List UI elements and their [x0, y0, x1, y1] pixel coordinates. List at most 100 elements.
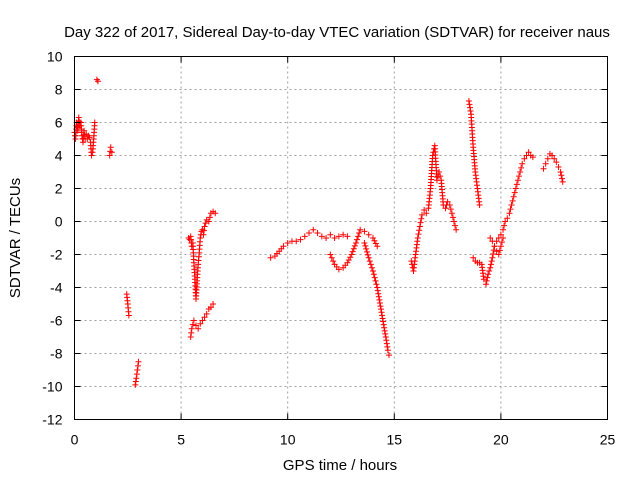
data-point — [476, 202, 483, 208]
data-point — [542, 160, 549, 167]
data-point — [371, 237, 378, 244]
data-point — [558, 172, 565, 179]
x-axis-label: GPS time / hours — [283, 457, 397, 474]
y-tick-label: -6 — [50, 313, 63, 329]
data-point — [417, 219, 424, 226]
data-point — [357, 226, 364, 233]
data-point — [466, 104, 473, 111]
data-point — [501, 222, 508, 229]
data-point — [525, 149, 532, 156]
data-point — [107, 144, 114, 151]
data-point — [487, 235, 494, 241]
data-point — [377, 306, 384, 313]
data-point — [500, 235, 507, 241]
data-point — [201, 223, 208, 230]
data-point — [452, 222, 459, 229]
data-point — [488, 258, 495, 265]
data-point — [201, 314, 208, 321]
data-point — [500, 226, 507, 233]
data-point — [106, 152, 113, 159]
data-point — [497, 231, 504, 238]
data-point — [91, 119, 98, 126]
data-point — [355, 233, 362, 240]
data-point — [519, 160, 526, 167]
data-point — [490, 247, 497, 254]
data-point — [383, 337, 390, 344]
data-point — [190, 317, 197, 324]
data-point — [350, 245, 357, 252]
data-point — [205, 218, 212, 225]
data-point — [345, 257, 352, 263]
data-point — [467, 107, 474, 114]
data-marks — [71, 76, 566, 388]
data-point — [453, 226, 460, 233]
data-point — [362, 242, 369, 249]
data-point — [507, 206, 514, 213]
data-point — [88, 152, 95, 159]
data-point — [449, 214, 456, 221]
data-point — [446, 202, 453, 208]
plot-frame — [74, 56, 608, 420]
y-tick-label: -4 — [50, 280, 63, 296]
data-point — [513, 181, 520, 188]
data-point — [436, 169, 443, 175]
data-point — [327, 231, 334, 238]
data-point — [487, 264, 494, 271]
data-point — [377, 303, 384, 310]
data-point — [200, 231, 207, 238]
data-point — [482, 281, 489, 288]
data-point — [504, 215, 511, 222]
data-point — [351, 242, 358, 249]
data-point — [374, 287, 381, 294]
y-tick-label: 4 — [55, 148, 63, 164]
data-point — [134, 367, 141, 373]
data-point — [549, 152, 556, 159]
data-point — [207, 304, 214, 311]
data-point — [380, 318, 387, 325]
data-point — [508, 202, 515, 208]
data-point — [301, 233, 308, 240]
data-point — [379, 315, 386, 322]
data-point — [372, 277, 379, 284]
data-point — [132, 378, 139, 385]
data-point — [369, 268, 376, 274]
data-point — [206, 214, 213, 221]
data-point — [374, 284, 381, 291]
y-tick-label: 10 — [47, 49, 63, 65]
data-point — [551, 155, 558, 162]
data-point — [366, 258, 373, 265]
data-point — [187, 334, 194, 340]
data-point — [331, 235, 338, 241]
data-point — [483, 277, 490, 284]
data-point — [442, 205, 449, 212]
data-point — [327, 251, 334, 258]
data-point — [310, 226, 317, 233]
data-point — [553, 159, 560, 166]
data-point — [416, 223, 423, 230]
data-point — [188, 325, 195, 332]
data-point — [486, 268, 493, 274]
data-point — [444, 198, 451, 205]
data-point — [363, 245, 370, 252]
data-point — [423, 210, 430, 217]
data-point — [125, 312, 132, 319]
data-point — [487, 261, 494, 268]
data-point — [335, 233, 342, 240]
x-tick-label: 20 — [493, 432, 509, 448]
data-point — [344, 233, 351, 240]
y-tick-label: -12 — [42, 412, 62, 428]
data-point — [496, 247, 503, 254]
data-point — [491, 243, 498, 250]
data-point — [376, 296, 383, 303]
data-point — [193, 322, 200, 329]
data-point — [466, 101, 473, 108]
data-point — [133, 371, 140, 378]
data-point — [107, 148, 114, 155]
data-point — [347, 254, 354, 261]
data-point — [365, 254, 372, 261]
data-point — [314, 230, 321, 237]
data-point — [378, 309, 385, 316]
data-point — [509, 197, 516, 204]
data-point — [199, 317, 206, 324]
